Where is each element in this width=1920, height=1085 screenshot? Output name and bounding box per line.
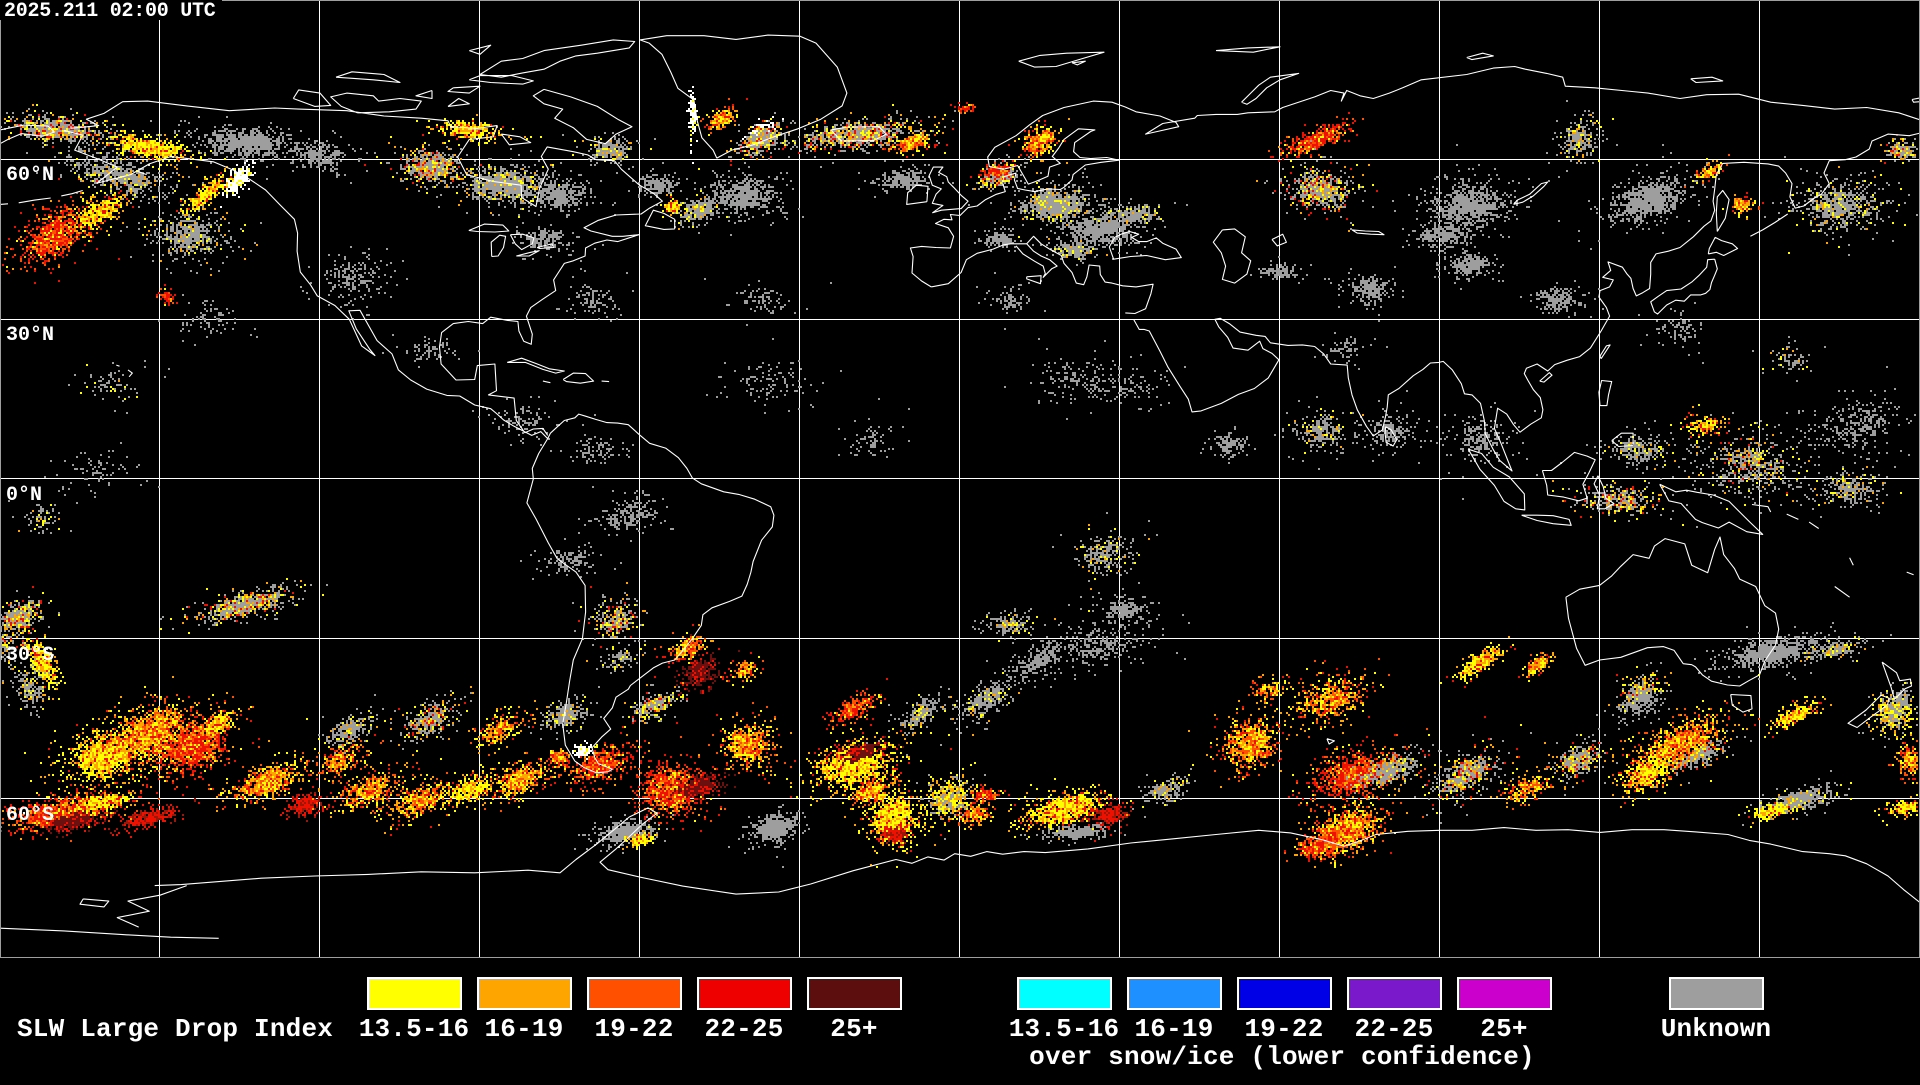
svg-text:25+: 25+ [1480, 1014, 1527, 1044]
svg-text:22-25: 22-25 [1354, 1014, 1433, 1044]
svg-text:22-25: 22-25 [704, 1014, 783, 1044]
svg-text:19-22: 19-22 [1244, 1014, 1323, 1044]
svg-text:16-19: 16-19 [1134, 1014, 1213, 1044]
svg-text:19-22: 19-22 [594, 1014, 673, 1044]
svg-text:13.5-16: 13.5-16 [1009, 1014, 1120, 1044]
svg-text:25+: 25+ [830, 1014, 877, 1044]
svg-text:60°S: 60°S [6, 804, 54, 827]
svg-text:30°S: 30°S [6, 644, 54, 667]
svg-text:60°N: 60°N [6, 164, 54, 187]
svg-text:2025.211 02:00 UTC: 2025.211 02:00 UTC [4, 0, 216, 23]
svg-text:16-19: 16-19 [484, 1014, 563, 1044]
svg-text:Unknown: Unknown [1661, 1014, 1772, 1044]
svg-text:13.5-16: 13.5-16 [359, 1014, 470, 1044]
svg-text:over snow/ice (lower confidenc: over snow/ice (lower confidence) [1029, 1042, 1535, 1072]
svg-text:30°N: 30°N [6, 324, 54, 347]
svg-text:SLW Large Drop Index: SLW Large Drop Index [17, 1014, 333, 1044]
svg-text:0°N: 0°N [6, 484, 42, 507]
